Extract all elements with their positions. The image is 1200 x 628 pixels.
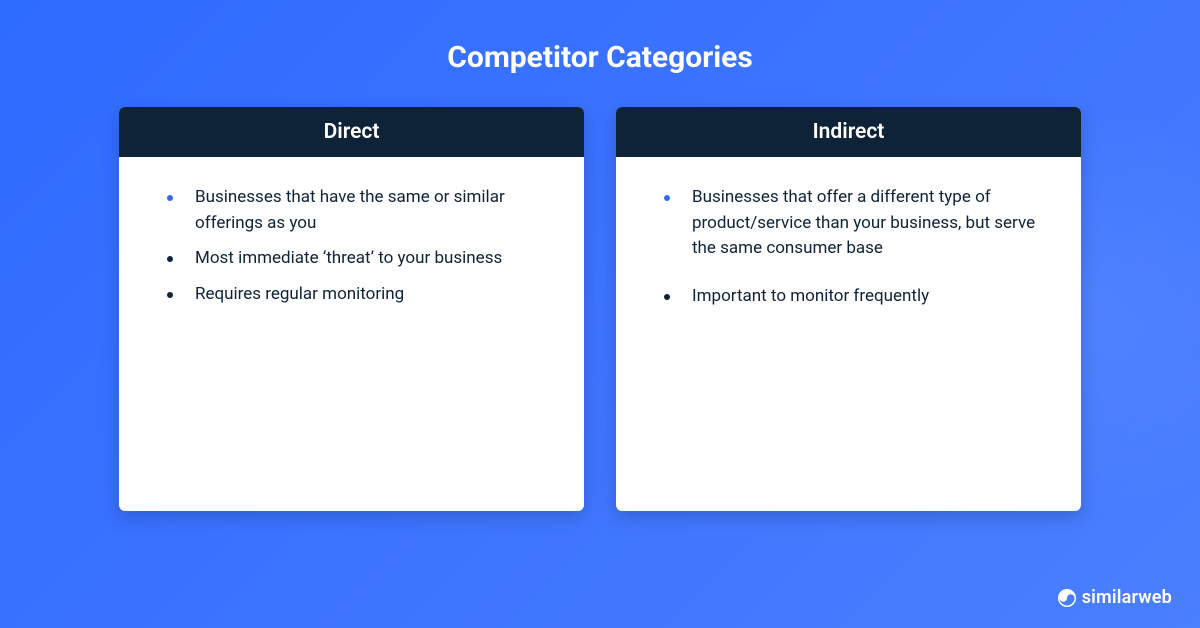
card-body-indirect: Businesses that offer a different type o… xyxy=(616,157,1081,339)
list-item: Important to monitor frequently xyxy=(664,284,1045,310)
brand-logo: similarweb xyxy=(1058,587,1172,608)
list-item: Most immediate ‘threat’ to your business xyxy=(167,246,548,272)
card-body-direct: Businesses that have the same or similar… xyxy=(119,157,584,337)
direct-list: Businesses that have the same or similar… xyxy=(167,185,548,307)
indirect-list: Businesses that offer a different type o… xyxy=(664,185,1045,309)
card-indirect: Indirect Businesses that offer a differe… xyxy=(616,107,1081,511)
brand-text: similarweb xyxy=(1082,587,1172,608)
card-header-indirect: Indirect xyxy=(616,107,1081,157)
card-direct: Direct Businesses that have the same or … xyxy=(119,107,584,511)
card-header-direct: Direct xyxy=(119,107,584,157)
cards-container: Direct Businesses that have the same or … xyxy=(0,107,1200,511)
page-title: Competitor Categories xyxy=(0,40,1200,75)
similarweb-icon xyxy=(1058,589,1076,607)
list-item: Businesses that have the same or similar… xyxy=(167,185,548,236)
list-item: Requires regular monitoring xyxy=(167,282,548,308)
list-item: Businesses that offer a different type o… xyxy=(664,185,1045,262)
